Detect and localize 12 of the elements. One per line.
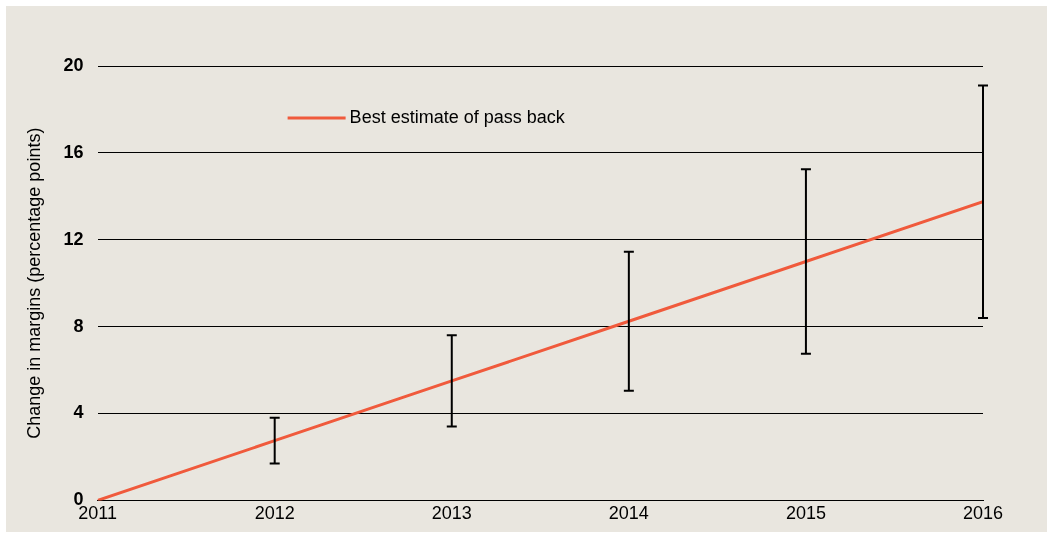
y-tick-label: 8 [73, 315, 84, 336]
y-tick-label: 12 [63, 228, 84, 249]
x-tick-label: 2013 [431, 503, 472, 524]
x-tick-label: 2016 [962, 503, 1004, 524]
x-tick-label: 2012 [254, 503, 295, 524]
y-tick-label: 20 [63, 54, 84, 75]
y-axis-title: Change in margins (percentage points) [23, 127, 44, 439]
x-tick-label: 2014 [608, 503, 649, 524]
y-tick-label: 16 [63, 141, 84, 162]
legend-label: Best estimate of pass back [349, 106, 566, 127]
x-tick-label: 2015 [785, 503, 826, 524]
y-tick-label: 4 [73, 402, 84, 423]
